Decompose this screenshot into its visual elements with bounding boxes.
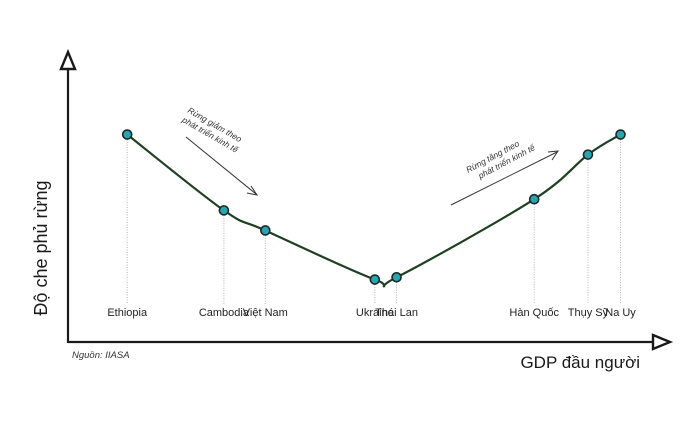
data-point-ethiopia xyxy=(121,129,133,140)
data-points xyxy=(121,129,626,285)
category-label-na-uy: Na Uy xyxy=(605,307,636,319)
source-note: Nguồn: IIASA xyxy=(72,350,130,361)
category-label-viet-nam: Việt Nam xyxy=(243,307,288,319)
annotation-increase: Rừng tăng theo phát triển kinh tế xyxy=(464,138,538,181)
category-label-thai-lan: Thái Lan xyxy=(375,307,418,319)
annotation-decrease-arrow-icon xyxy=(185,136,257,195)
data-point-viet-nam xyxy=(260,225,271,236)
data-point-thuy-sy xyxy=(582,149,594,160)
data-point-thai-lan xyxy=(391,272,402,283)
y-axis-label: Độ che phủ rừng xyxy=(31,180,51,315)
data-point-na-uy xyxy=(615,129,626,140)
x-axis-arrowhead-icon xyxy=(651,333,674,351)
category-label-ukraine: Ukraine xyxy=(356,307,394,319)
data-point-han-quoc xyxy=(528,193,540,205)
data-point-ukraine xyxy=(369,274,381,285)
annotation-decrease-arrowhead-icon xyxy=(246,185,259,196)
category-label-ethiopia: Ethiopia xyxy=(107,307,148,319)
category-label-thuy-sy: Thụy Sỹ xyxy=(568,307,609,319)
category-label-cambodia: Cambodia xyxy=(199,307,250,319)
annotation-increase-arrowhead-icon xyxy=(547,150,560,161)
y-axis-arrowhead-icon xyxy=(59,48,77,71)
x-axis-label: GDP đầu người xyxy=(520,353,640,372)
category-label-han-quoc: Hàn Quốc xyxy=(509,307,559,319)
data-point-cambodia xyxy=(218,205,230,216)
annotation-decrease: Rừng giảm theo phát triển kinh tế xyxy=(180,105,244,155)
drop-lines xyxy=(126,139,622,304)
annotation-increase-arrow-icon xyxy=(450,151,558,206)
